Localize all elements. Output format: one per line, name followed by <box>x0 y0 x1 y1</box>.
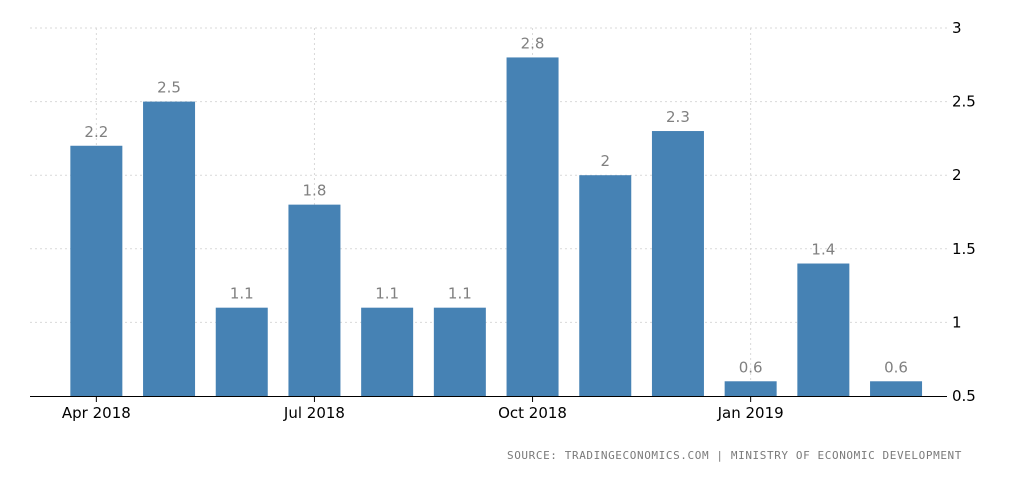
bar-jan-2019 <box>724 381 777 396</box>
data-label: 2.8 <box>521 34 545 52</box>
data-label: 1.1 <box>448 285 472 303</box>
y-tick-label: 1 <box>952 313 962 331</box>
data-label: 1.8 <box>303 182 327 200</box>
x-tick-label: Apr 2018 <box>62 404 131 422</box>
bar-aug-2018 <box>361 307 414 396</box>
bar-feb-2019 <box>797 263 850 396</box>
data-label: 2 <box>600 152 610 170</box>
data-label: 2.2 <box>84 123 108 141</box>
x-tick-label: Jan 2019 <box>717 404 784 422</box>
bar-may-2018 <box>143 101 196 396</box>
y-tick-label: 1.5 <box>952 240 976 258</box>
bar-sep-2018 <box>433 307 486 396</box>
data-label: 0.6 <box>739 358 763 376</box>
bar-jun-2018 <box>215 307 268 396</box>
x-axis-ticks: Apr 2018 Jul 2018 Oct 2018 Jan 2019 <box>30 396 947 422</box>
bars <box>70 57 923 397</box>
data-label: 2.5 <box>157 79 181 97</box>
y-tick-label: 2 <box>952 166 962 184</box>
x-tick-label: Jul 2018 <box>283 404 345 422</box>
bar-mar-2019 <box>870 381 923 396</box>
data-labels: 2.2 2.5 1.1 1.8 1.1 1.1 2.8 2 2.3 0.6 1.4 0.6 <box>84 34 908 376</box>
data-label: 1.4 <box>811 241 835 259</box>
bar-dec-2018 <box>651 131 704 397</box>
y-tick-label: 0.5 <box>952 387 976 405</box>
bar-apr-2018 <box>70 145 123 396</box>
y-tick-label: 2.5 <box>952 93 976 111</box>
data-label: 2.3 <box>666 108 690 126</box>
data-label: 0.6 <box>884 358 908 376</box>
x-tick-label: Oct 2018 <box>498 404 567 422</box>
y-axis-ticks: 0.5 1 1.5 2 2.5 3 <box>952 19 976 405</box>
y-tick-label: 3 <box>952 19 962 37</box>
bar-jul-2018 <box>288 204 341 396</box>
data-label: 1.1 <box>375 285 399 303</box>
data-label: 1.1 <box>230 285 254 303</box>
source-note: SOURCE: TRADINGECONOMICS.COM | MINISTRY … <box>506 449 962 462</box>
bar-nov-2018 <box>579 175 632 396</box>
bar-oct-2018 <box>506 57 559 396</box>
